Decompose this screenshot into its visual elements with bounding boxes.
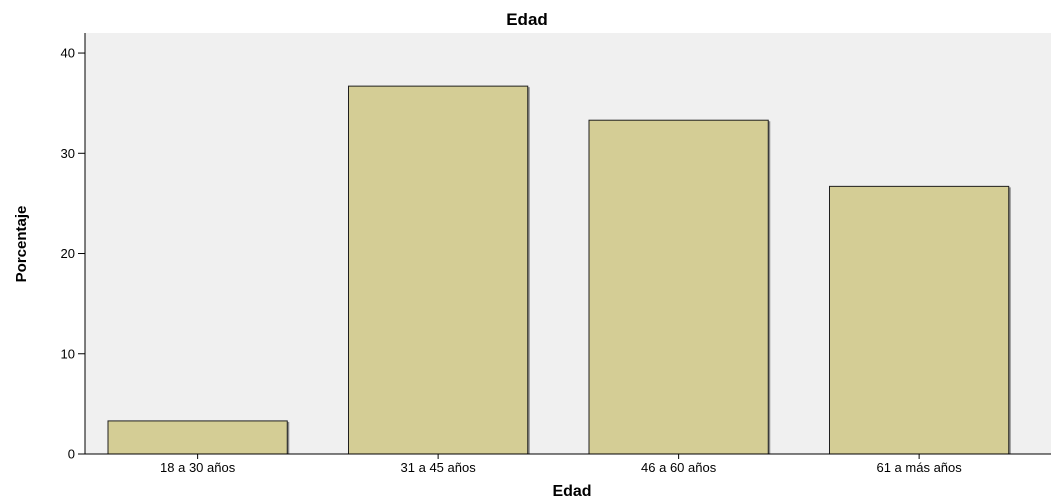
y-axis-title: Porcentaje xyxy=(13,206,30,283)
y-tick-label: 0 xyxy=(68,447,75,462)
x-axis-tick-labels: 18 a 30 años 31 a 45 años 46 a 60 años 61 a… xyxy=(160,454,962,475)
bars xyxy=(107,85,1011,455)
y-tick-label: 30 xyxy=(61,146,75,161)
x-tick-label: 46 a 60 años xyxy=(641,460,717,475)
x-tick-label: 18 a 30 años xyxy=(160,460,236,475)
y-tick-label: 40 xyxy=(61,46,75,61)
x-tick-label: 61 a más años xyxy=(876,460,962,475)
bar xyxy=(107,420,288,455)
x-tick-label: 31 a 45 años xyxy=(401,460,477,475)
x-axis-title: Edad xyxy=(552,483,591,500)
bar xyxy=(348,85,529,455)
y-tick-label: 20 xyxy=(61,246,75,261)
y-axis-ticks: 0 10 20 30 40 xyxy=(61,46,85,462)
y-tick-label: 10 xyxy=(61,346,75,361)
bar xyxy=(588,119,769,455)
bar xyxy=(829,185,1010,455)
chart-title: Edad xyxy=(506,10,548,29)
